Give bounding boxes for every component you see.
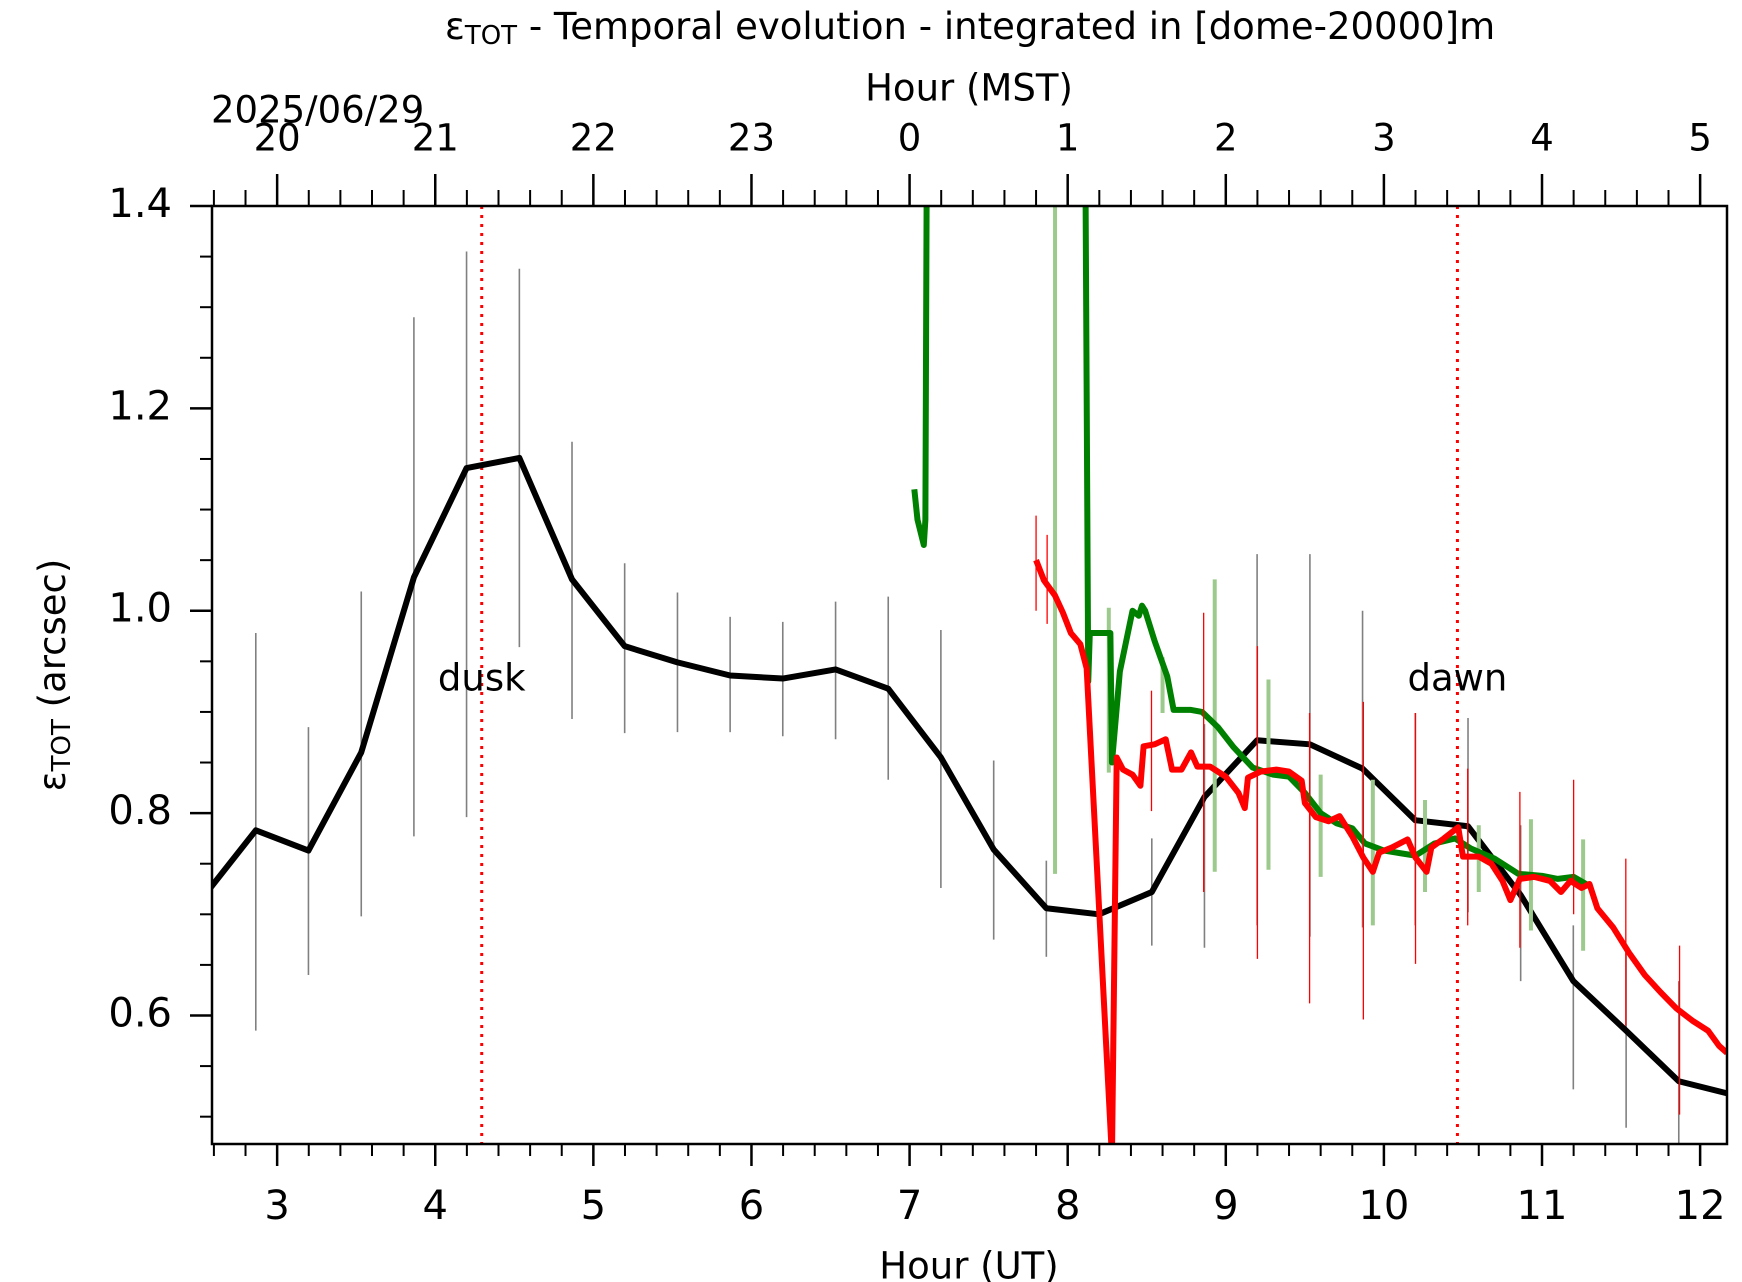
x-tick-label: 8	[1055, 1183, 1080, 1229]
x2-tick-label: 3	[1372, 117, 1396, 160]
x2-tick-label: 5	[1688, 117, 1712, 160]
x-tick-label: 6	[739, 1183, 764, 1229]
x-tick-label: 10	[1358, 1183, 1409, 1229]
x2-tick-label: 23	[728, 117, 775, 160]
x2-tick-label: 2	[1214, 117, 1238, 160]
event-label: dusk	[438, 657, 526, 700]
y-axis-label: εTOT (arcsec)	[31, 559, 77, 792]
x-tick-label: 7	[897, 1183, 922, 1229]
x2-tick-label: 20	[254, 117, 301, 160]
x-tick-label: 11	[1517, 1183, 1568, 1229]
y-tick-label: 0.8	[108, 788, 172, 834]
plot-frame	[210, 204, 1729, 1146]
series-line	[212, 454, 1727, 1097]
event-label: dawn	[1407, 657, 1507, 700]
y-tick-label: 1.2	[108, 383, 172, 429]
x-tick-label: 3	[264, 1183, 289, 1229]
x-axis-label: Hour (UT)	[879, 1245, 1058, 1282]
y-tick-label: 1.0	[108, 586, 172, 632]
x2-tick-label: 1	[1056, 117, 1080, 160]
y-tick-label: 0.6	[108, 990, 172, 1036]
chart-title: εTOT - Temporal evolution - integrated i…	[445, 5, 1495, 51]
x-tick-label: 12	[1675, 1183, 1726, 1229]
x2-tick-label: 21	[412, 117, 459, 160]
y-tick-label: 1.4	[108, 181, 172, 227]
plot-area	[212, 206, 1727, 1144]
x2-axis-label: Hour (MST)	[865, 67, 1073, 110]
x-tick-label: 5	[581, 1183, 606, 1229]
x2-tick-label: 4	[1530, 117, 1554, 160]
x-tick-label: 9	[1213, 1183, 1238, 1229]
series-line	[911, 206, 1591, 889]
x2-tick-label: 22	[570, 117, 617, 160]
date-label: 2025/06/29	[211, 89, 424, 132]
x2-tick-label: 0	[898, 117, 922, 160]
x-tick-label: 4	[423, 1183, 448, 1229]
series-line	[1033, 559, 1727, 1144]
